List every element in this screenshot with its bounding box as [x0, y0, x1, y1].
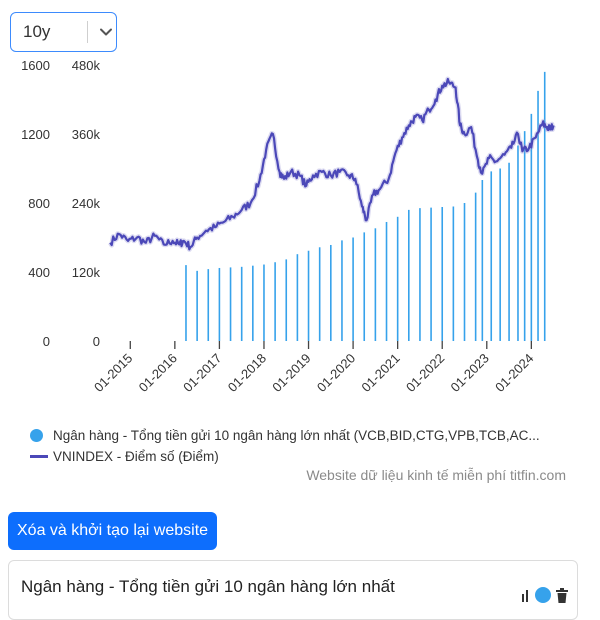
y-left-tick-label: 0	[43, 334, 50, 349]
y-right-tick-label: 480k	[72, 58, 101, 73]
y-left-tick-label: 1600	[21, 58, 50, 73]
x-tick-label: 01-2018	[225, 351, 269, 395]
y-right-tick-label: 240k	[72, 196, 101, 211]
x-tick-label: 01-2022	[403, 351, 447, 395]
x-tick-label: 01-2020	[314, 351, 358, 395]
x-tick-label: 01-2016	[136, 351, 180, 395]
legend-item-line[interactable]: VNINDEX - Điểm số (Điểm)	[30, 446, 570, 467]
range-select-divider	[87, 21, 88, 43]
indicator-card: Ngân hàng - Tổng tiền gửi 10 ngân hàng l…	[8, 560, 578, 620]
y-left-tick-label: 1200	[21, 127, 50, 142]
legend-line-label: VNINDEX - Điểm số (Điểm)	[53, 449, 219, 464]
bar-chart-icon[interactable]	[521, 588, 531, 602]
legend-item-bars[interactable]: Ngân hàng - Tổng tiền gửi 10 ngân hàng l…	[30, 425, 570, 446]
x-tick-label: 01-2017	[180, 351, 224, 395]
trash-icon[interactable]	[555, 587, 569, 603]
x-tick-label: 01-2019	[269, 351, 313, 395]
card-icons	[521, 587, 569, 603]
line-series-swatch	[30, 455, 48, 458]
y-left-tick-label: 800	[28, 196, 50, 211]
y-right-tick-label: 360k	[72, 127, 101, 142]
x-tick-label: 01-2024	[492, 351, 536, 395]
legend-bars-label: Ngân hàng - Tổng tiền gửi 10 ngân hàng l…	[53, 428, 540, 443]
line-series	[109, 77, 555, 251]
x-tick-label: 01-2023	[448, 351, 492, 395]
card-title: Ngân hàng - Tổng tiền gửi 10 ngân hàng l…	[21, 577, 395, 596]
chevron-down-icon	[100, 28, 112, 36]
toggle-dot-icon[interactable]	[535, 587, 551, 603]
legend: Ngân hàng - Tổng tiền gửi 10 ngân hàng l…	[30, 425, 570, 467]
reset-website-button[interactable]: Xóa và khởi tạo lại website	[8, 512, 218, 550]
y-right-tick-label: 0	[93, 334, 100, 349]
bar-series-swatch	[30, 429, 43, 442]
x-tick-label: 01-2015	[91, 351, 135, 395]
y-left-tick-label: 400	[28, 265, 50, 280]
range-select[interactable]: 10y	[10, 12, 117, 52]
credit-text: Website dữ liệu kinh tế miễn phí titfin.…	[306, 467, 566, 483]
range-select-value: 10y	[23, 22, 51, 41]
x-tick-label: 01-2021	[358, 351, 402, 395]
y-right-tick-label: 120k	[72, 265, 101, 280]
